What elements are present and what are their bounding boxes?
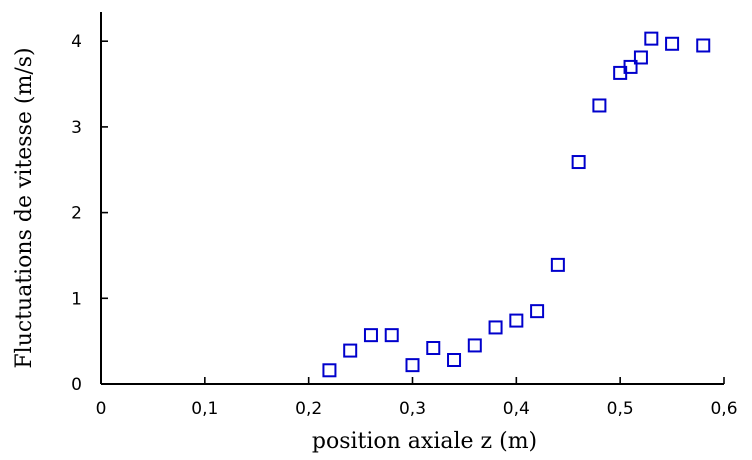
data-point-marker (571, 155, 586, 170)
data-point-marker (322, 363, 337, 378)
data-points (322, 31, 711, 378)
axes (100, 12, 724, 385)
x-tick-label: 0,5 (607, 399, 634, 419)
x-tick-label: 0,3 (399, 399, 426, 419)
x-tick-label: 0 (96, 399, 107, 419)
data-point-marker (530, 304, 545, 319)
x-tick-label: 0,1 (191, 399, 218, 419)
data-point-marker (550, 257, 565, 272)
x-axis-title: position axiale z (m) (312, 429, 537, 454)
y-tick-label: 3 (71, 118, 82, 138)
y-tick-label: 4 (71, 32, 82, 52)
y-tick-label: 2 (71, 204, 82, 224)
y-tick-label: 1 (71, 289, 82, 309)
data-point-marker (467, 338, 482, 353)
y-ticks: 0 1 2 3 4 (71, 32, 108, 395)
x-tick-label: 0,4 (503, 399, 530, 419)
data-point-marker (665, 36, 680, 51)
data-point-marker (592, 98, 607, 113)
data-point-marker (405, 358, 420, 373)
data-point-marker (447, 353, 462, 368)
data-point-marker (384, 328, 399, 343)
x-tick-label: 0,2 (295, 399, 322, 419)
y-axis-title: Fluctuations de vitesse (m/s) (12, 47, 37, 368)
y-tick-label: 0 (71, 375, 82, 395)
data-point-marker (509, 313, 524, 328)
data-point-marker (633, 50, 648, 65)
data-point-marker (488, 320, 503, 335)
data-point-marker (644, 31, 659, 46)
data-point-marker (363, 328, 378, 343)
x-tick-label: 0,6 (710, 399, 737, 419)
data-point-marker (623, 59, 638, 74)
data-point-marker (343, 343, 358, 358)
x-ticks: 0 0,1 0,2 0,3 0,4 0,5 0,6 (96, 377, 738, 419)
data-point-marker (696, 38, 711, 53)
data-point-marker (426, 341, 441, 356)
